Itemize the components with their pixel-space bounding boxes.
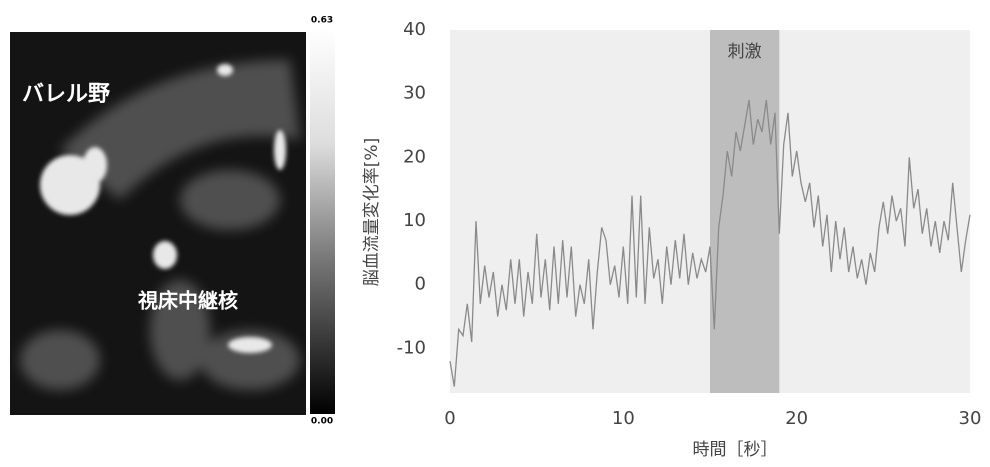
colorbar-max: 0.63 bbox=[311, 16, 333, 26]
x-tick-label: 20 bbox=[785, 408, 808, 429]
y-tick-label: 0 bbox=[415, 274, 426, 295]
region-label: 視床中継核 bbox=[137, 289, 238, 313]
y-axis-title: 脳血流量変化率[%] bbox=[362, 138, 382, 286]
x-tick-label: 10 bbox=[612, 408, 635, 429]
colorbar bbox=[310, 28, 335, 414]
brain-image: バレル野 視床中継核 0.63 0.00 bbox=[10, 16, 335, 427]
figure: バレル野 視床中継核 0.63 0.00 脳血流量変化率[%] 時間［秒］ 刺激… bbox=[0, 0, 990, 463]
y-tick-label: 20 bbox=[403, 146, 426, 167]
y-tick-label: -10 bbox=[397, 337, 426, 358]
y-tick-label: 30 bbox=[403, 83, 426, 104]
highlight-label: 刺激 bbox=[728, 42, 762, 62]
region-label: バレル野 bbox=[22, 82, 110, 107]
y-tick-label: 10 bbox=[403, 210, 426, 231]
colorbar-min: 0.00 bbox=[311, 417, 333, 427]
x-tick-label: 0 bbox=[444, 408, 455, 429]
y-tick-label: 40 bbox=[403, 19, 426, 40]
x-axis-title: 時間［秒］ bbox=[693, 440, 778, 460]
x-tick-label: 30 bbox=[959, 408, 982, 429]
